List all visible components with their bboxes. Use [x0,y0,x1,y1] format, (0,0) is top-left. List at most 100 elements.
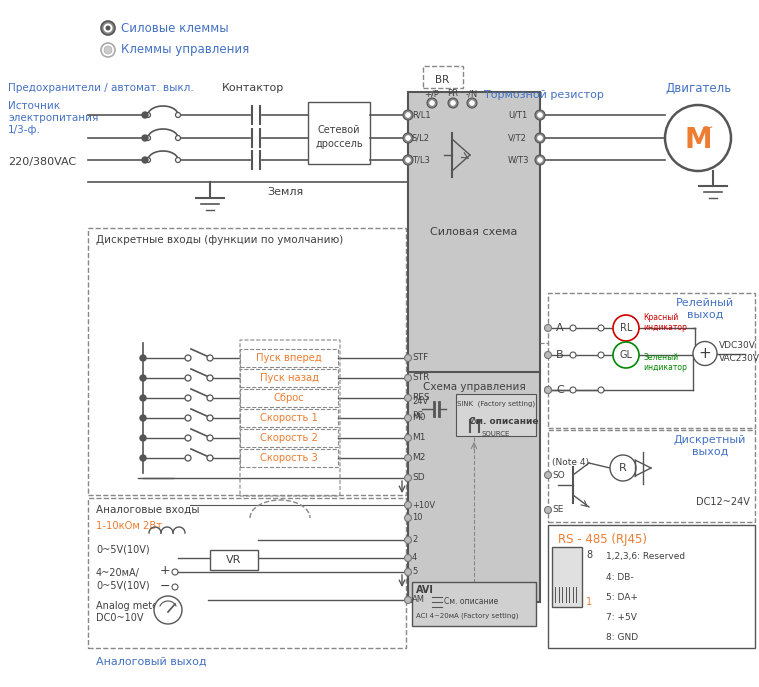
Circle shape [535,110,545,120]
Text: VAC230V: VAC230V [719,354,759,363]
Text: AVI: AVI [416,585,434,595]
Text: 10: 10 [412,513,423,523]
Bar [548,525,755,648]
Circle shape [405,374,411,381]
Text: M2: M2 [412,453,425,462]
Text: выход: выход [687,310,723,320]
Text: 0~5V(10V): 0~5V(10V) [96,580,150,590]
Text: RS - 485 (RJ45): RS - 485 (RJ45) [559,532,647,545]
Text: 1/3-ф.: 1/3-ф. [8,125,41,135]
Text: Двигатель: Двигатель [665,82,731,95]
Text: 220/380VAC: 220/380VAC [8,157,76,167]
Text: выход: выход [691,447,728,457]
Text: Тормозной резистор: Тормозной резистор [484,90,604,100]
Text: Красный: Красный [643,313,679,322]
Circle shape [544,387,552,394]
Text: +: + [698,346,711,361]
Circle shape [535,133,545,143]
Circle shape [185,355,191,361]
Circle shape [613,315,639,341]
Text: дроссель: дроссель [315,139,363,149]
Text: Клеммы управления: Клеммы управления [121,43,249,56]
Text: +10V: +10V [412,501,435,510]
Text: 1,2,3,6: Reserved: 1,2,3,6: Reserved [606,552,685,561]
Circle shape [207,355,213,361]
Text: 5: DA+: 5: DA+ [606,592,638,602]
Circle shape [140,355,146,361]
Circle shape [207,415,213,421]
Text: PR: PR [448,89,458,98]
Text: S/L2: S/L2 [412,133,430,142]
Circle shape [405,354,411,361]
Text: ACI 4~20мА (Factory setting): ACI 4~20мА (Factory setting) [416,613,518,619]
Text: 1-10кОм 2Вт: 1-10кОм 2Вт [96,521,162,531]
Text: Скорость 1: Скорость 1 [260,413,318,423]
Circle shape [405,502,411,508]
Circle shape [613,342,639,368]
Text: индикатор: индикатор [643,323,687,332]
Circle shape [537,157,543,163]
Text: Аналоговые входы: Аналоговые входы [96,505,200,515]
Circle shape [405,455,411,462]
Circle shape [429,100,435,106]
Circle shape [403,155,413,165]
Bar [548,430,755,522]
Text: V/T2: V/T2 [508,133,527,142]
Text: Пуск вперед: Пуск вперед [256,353,322,363]
Text: Предохранители / автомат. выкл.: Предохранители / автомат. выкл. [8,83,194,93]
Text: Cм. описание: Cм. описание [469,418,539,427]
Text: +: + [160,565,171,578]
Text: RES: RES [412,394,430,403]
Text: Дискретные входы (функции по умолчанию): Дискретные входы (функции по умолчанию) [96,235,343,245]
Circle shape [467,98,477,108]
Circle shape [146,157,150,163]
Text: STF: STF [412,354,428,363]
Circle shape [185,415,191,421]
Circle shape [405,157,411,163]
Circle shape [570,352,576,358]
Circle shape [140,435,146,441]
Circle shape [544,387,552,394]
Bar [240,449,338,467]
Circle shape [405,569,411,576]
Circle shape [185,455,191,461]
Text: ~: ~ [701,121,713,135]
Circle shape [185,375,191,381]
Text: M0: M0 [412,414,426,423]
Circle shape [405,434,411,442]
Text: Источник: Источник [8,101,60,111]
Circle shape [544,324,552,332]
Bar [240,369,338,387]
Bar [88,228,406,495]
Text: M: M [684,126,712,154]
Circle shape [405,135,411,141]
Text: 4~20мА/: 4~20мА/ [96,568,140,578]
Bar [423,66,462,88]
Circle shape [175,157,181,163]
Circle shape [693,341,717,365]
Circle shape [448,98,458,108]
Circle shape [403,133,413,143]
Text: T/L3: T/L3 [412,155,430,164]
Circle shape [140,395,146,401]
Bar [456,394,536,436]
Circle shape [570,387,576,393]
Text: Аналоговый выход: Аналоговый выход [96,657,206,667]
Text: 4: 4 [412,554,417,563]
Bar [412,582,536,626]
Circle shape [140,415,146,421]
Text: SO: SO [552,471,565,480]
Circle shape [570,325,576,331]
Circle shape [175,135,181,141]
Text: Скорость 3: Скорость 3 [260,453,318,463]
Text: 8: 8 [586,550,592,560]
Text: 8: GND: 8: GND [606,633,638,642]
Text: Сброс: Сброс [274,393,304,403]
Text: Силовая схема: Силовая схема [430,227,518,237]
Circle shape [103,23,112,32]
Text: R/L1: R/L1 [412,111,430,120]
Text: Релейный: Релейный [676,298,734,308]
Circle shape [535,155,545,165]
Bar [240,409,338,427]
Text: Силовые клеммы: Силовые клеммы [121,21,228,34]
